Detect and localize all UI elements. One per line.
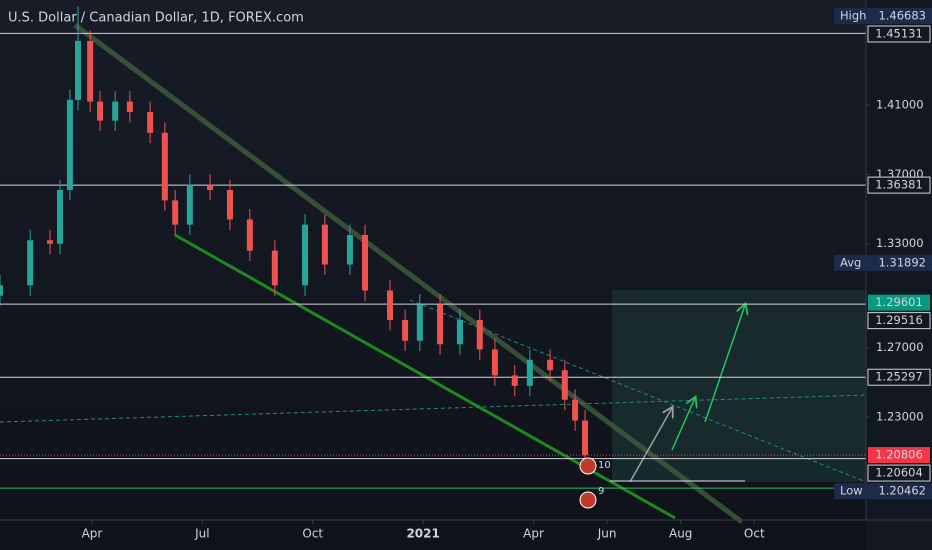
candle-body — [172, 200, 179, 225]
candle-body — [87, 40, 94, 102]
level-label: 1.45131 — [875, 27, 923, 41]
candle-body — [27, 240, 34, 286]
x-tick-label: 2021 — [406, 527, 439, 541]
x-tick-label: Aug — [669, 527, 692, 541]
candle-body — [362, 235, 369, 291]
candle-body — [207, 184, 214, 190]
level-label: 1.29516 — [875, 313, 923, 327]
marker-value: 1.46683 — [878, 9, 926, 23]
current-box — [868, 447, 930, 464]
event-flags: 10 9 — [579, 457, 611, 509]
dashed-line — [409, 299, 867, 483]
level-box — [867, 25, 931, 43]
marker-value: 1.31892 — [878, 255, 926, 269]
candle-body — [456, 319, 463, 345]
level-box — [867, 312, 931, 330]
marker-box — [834, 8, 932, 24]
candle-body — [186, 184, 193, 225]
flag-icon — [579, 491, 597, 509]
candle-body — [66, 99, 73, 190]
flag-icon — [579, 457, 597, 475]
level-label: 1.20604 — [875, 466, 923, 480]
arrow — [704, 305, 745, 423]
candle-body — [511, 375, 518, 386]
candle-body — [416, 304, 423, 341]
candle-body — [75, 40, 82, 100]
candle-body — [346, 235, 353, 265]
x-tick-label: Oct — [744, 527, 765, 541]
current-label: 1.20806 — [875, 448, 923, 462]
marker-box — [834, 483, 932, 500]
event-count: 10 — [598, 460, 611, 471]
chart-title: U.S. Dollar / Canadian Dollar, 1D, FOREX… — [8, 11, 304, 26]
x-tick-label: Jul — [194, 527, 209, 541]
candle-body — [97, 101, 104, 121]
marker-box — [834, 254, 932, 271]
level-box — [867, 368, 931, 386]
candle-body — [582, 420, 589, 456]
y-tick-label: 1.41000 — [876, 98, 924, 112]
candle-body — [271, 250, 278, 286]
y-tick-label: 1.33000 — [876, 236, 924, 250]
marker-name: Avg — [840, 255, 861, 269]
candle-body — [246, 219, 253, 251]
candle-body — [491, 349, 498, 376]
dashed-line — [0, 394, 867, 423]
level-box — [867, 176, 931, 194]
candle-body — [0, 285, 3, 296]
candle-body — [147, 111, 154, 133]
marker-name: High — [840, 9, 866, 23]
target-label: 1.29601 — [875, 295, 923, 309]
event-count: 9 — [598, 486, 604, 497]
candle-body — [526, 359, 533, 386]
channel-top — [73, 22, 744, 525]
x-tick-label: Apr — [82, 527, 103, 541]
marker-value: 1.20462 — [878, 484, 926, 498]
y-tick-label: 1.27000 — [876, 340, 924, 354]
candle-body — [126, 101, 133, 112]
x-tick-label: Jun — [597, 527, 617, 541]
y-tick-label: 1.23000 — [876, 410, 924, 424]
candle-body — [561, 370, 568, 400]
x-tick-label: Oct — [302, 527, 323, 541]
level-label: 1.36381 — [875, 178, 923, 192]
candle-body — [402, 319, 409, 341]
candle-body — [47, 240, 54, 244]
candle-body — [387, 290, 394, 320]
candle-body — [437, 304, 444, 345]
level-box — [867, 464, 931, 482]
candle-body — [476, 319, 483, 350]
target-box — [868, 294, 930, 311]
candle-body — [302, 224, 309, 286]
level-label: 1.25297 — [875, 370, 923, 384]
x-tick-label: Apr — [523, 527, 544, 541]
plot-area — [0, 6, 867, 525]
candle-body — [226, 189, 233, 220]
candle-body — [56, 189, 63, 244]
arrow — [671, 398, 695, 451]
candle-body — [321, 224, 328, 265]
candle-body — [572, 399, 579, 421]
marker-name: Low — [840, 484, 863, 498]
candle-body — [547, 359, 554, 371]
candle-body — [161, 132, 168, 201]
candle-body — [112, 101, 119, 121]
arrow — [629, 408, 672, 483]
